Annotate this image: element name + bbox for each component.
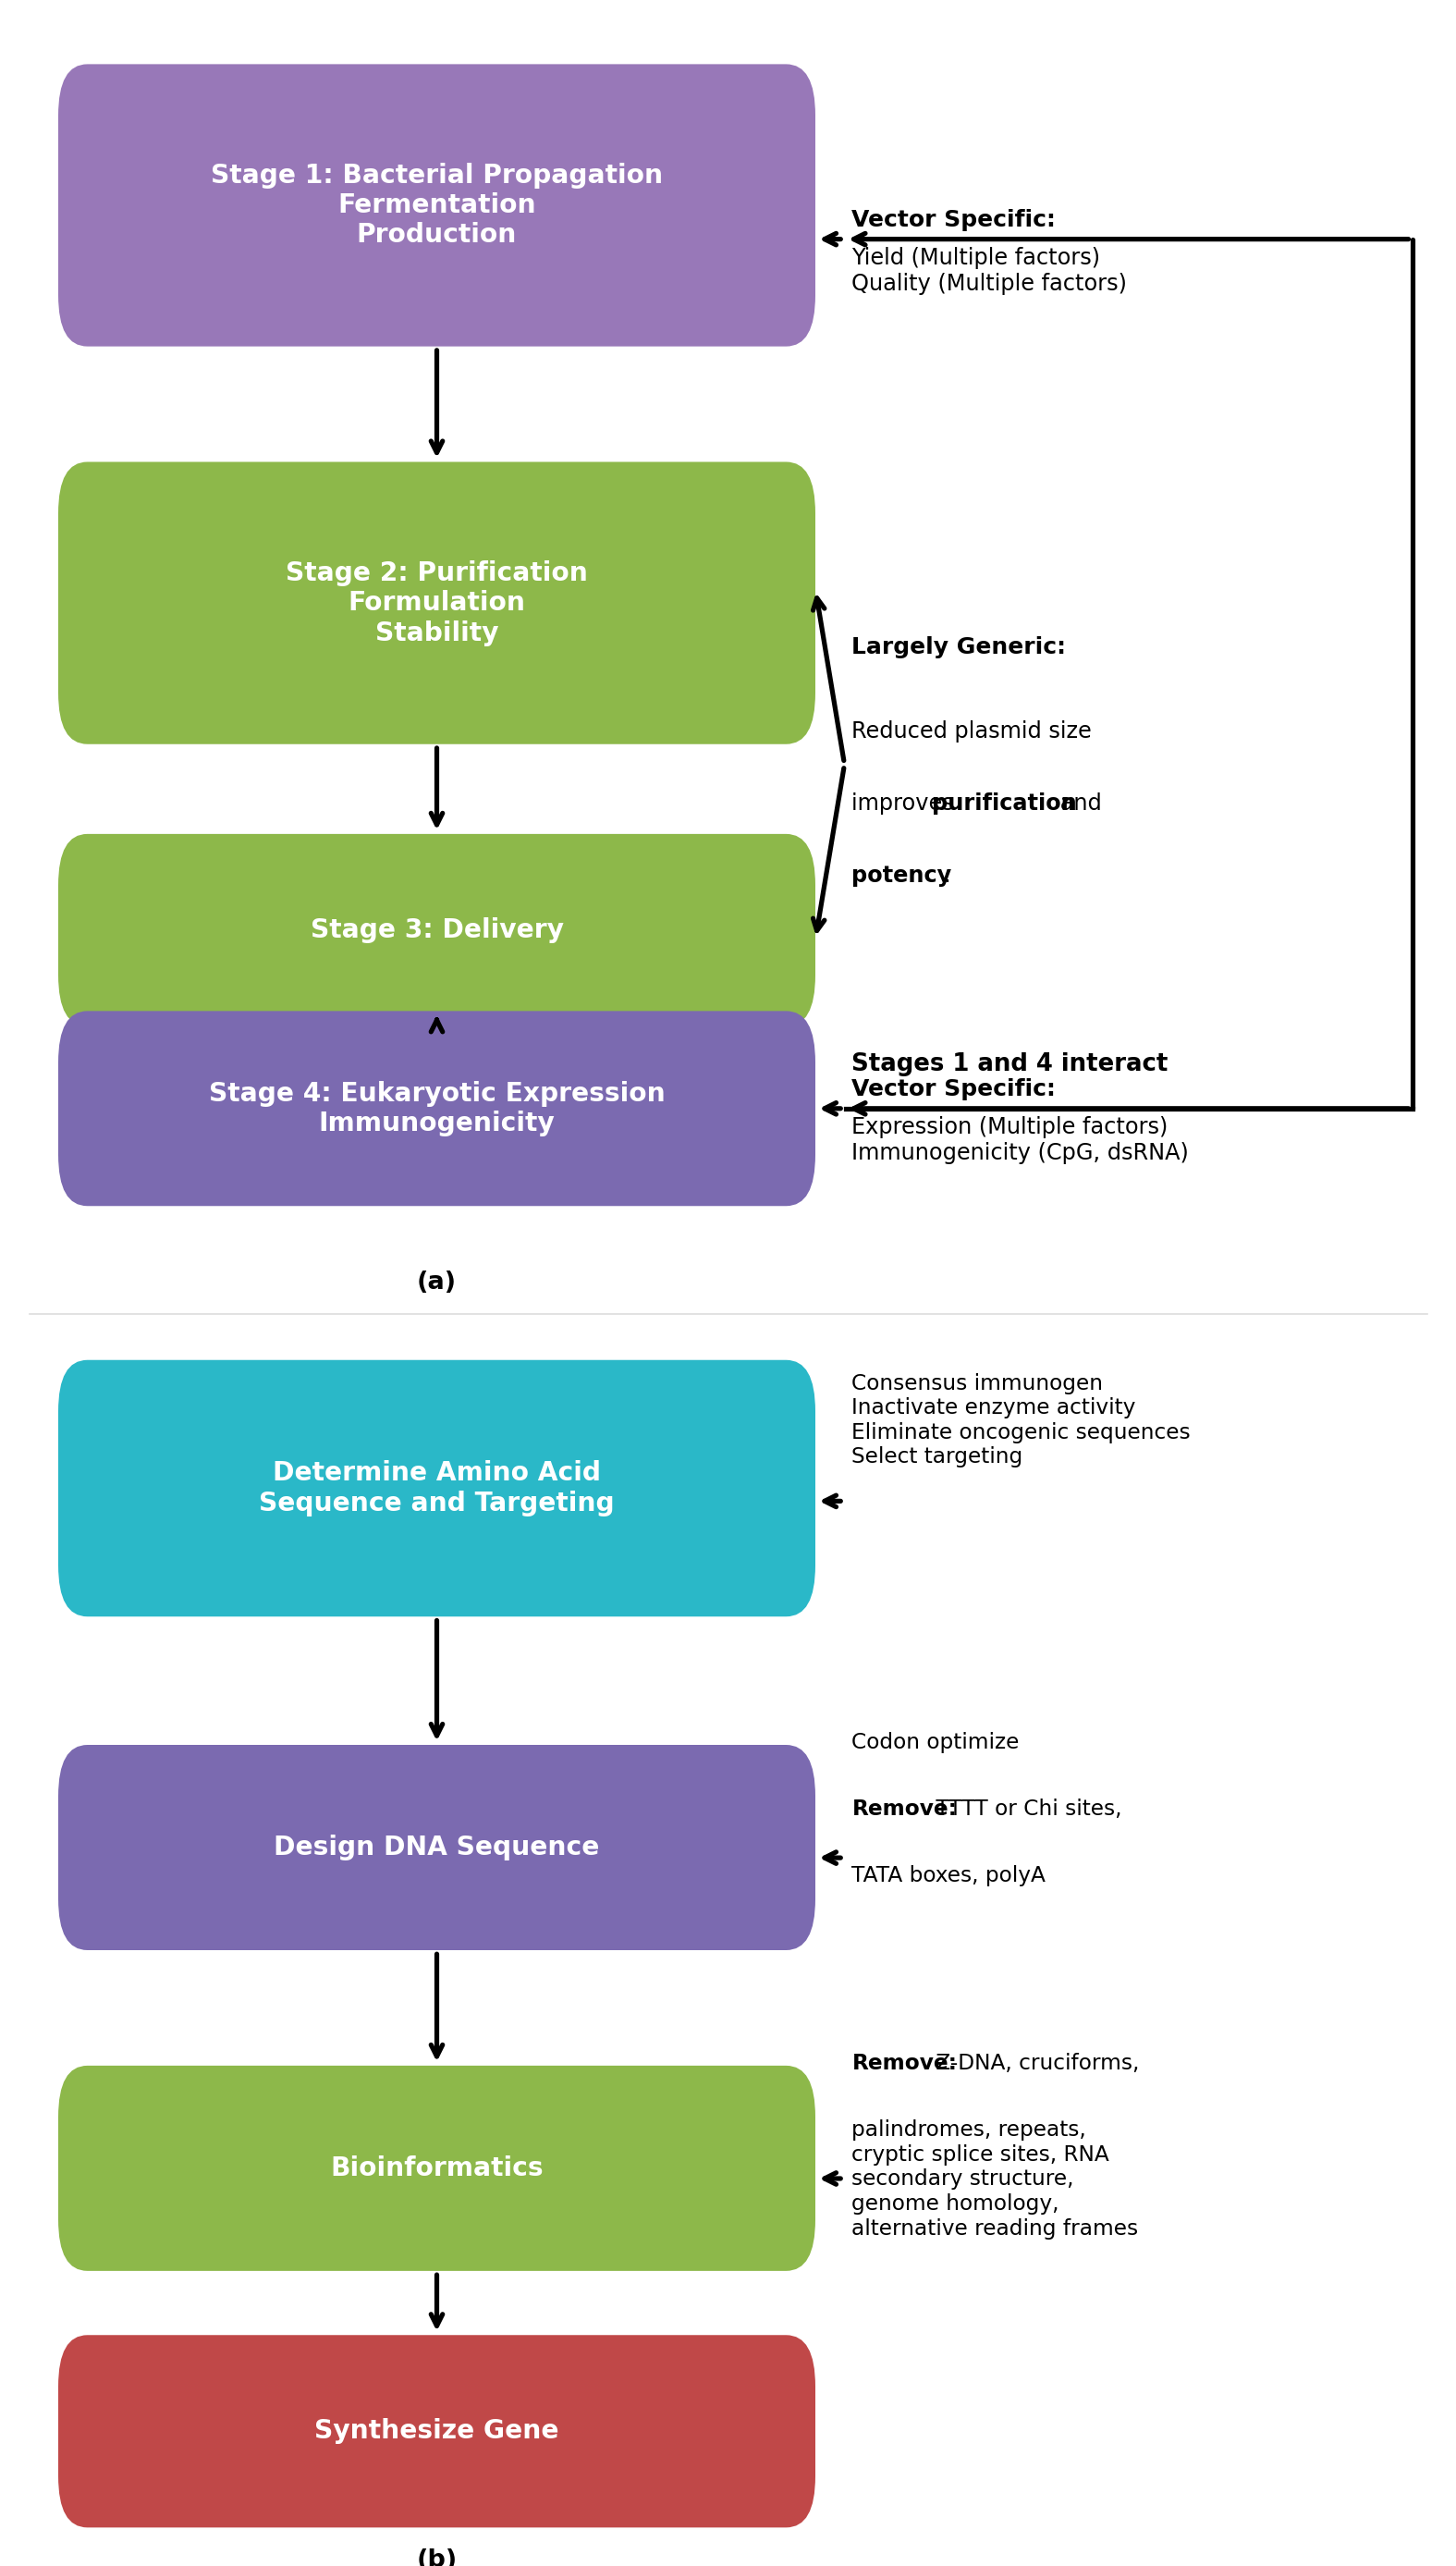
Text: TTTT or Chi sites,: TTTT or Chi sites, xyxy=(929,1799,1121,1819)
Text: .: . xyxy=(943,865,951,888)
Text: Reduced plasmid size: Reduced plasmid size xyxy=(852,721,1092,744)
Text: purification: purification xyxy=(932,793,1077,816)
Text: Design DNA Sequence: Design DNA Sequence xyxy=(274,1835,600,1860)
Text: and: and xyxy=(1053,793,1101,816)
Text: Yield (Multiple factors)
Quality (Multiple factors): Yield (Multiple factors) Quality (Multip… xyxy=(852,246,1127,295)
Text: Consensus immunogen
Inactivate enzyme activity
Eliminate oncogenic sequences
Sel: Consensus immunogen Inactivate enzyme ac… xyxy=(852,1373,1191,1468)
Text: Stage 4: Eukaryotic Expression
Immunogenicity: Stage 4: Eukaryotic Expression Immunogen… xyxy=(208,1080,665,1137)
FancyBboxPatch shape xyxy=(58,462,815,744)
Text: Stage 1: Bacterial Propagation
Fermentation
Production: Stage 1: Bacterial Propagation Fermentat… xyxy=(211,162,662,249)
FancyBboxPatch shape xyxy=(58,64,815,346)
Text: Expression (Multiple factors)
Immunogenicity (CpG, dsRNA): Expression (Multiple factors) Immunogeni… xyxy=(852,1116,1190,1165)
Text: Z-DNA, cruciforms,: Z-DNA, cruciforms, xyxy=(929,2053,1139,2073)
FancyBboxPatch shape xyxy=(58,1011,815,1206)
Text: Codon optimize: Codon optimize xyxy=(852,1732,1019,1753)
Text: palindromes, repeats,
cryptic splice sites, RNA
secondary structure,
genome homo: palindromes, repeats, cryptic splice sit… xyxy=(852,2120,1139,2240)
FancyBboxPatch shape xyxy=(58,834,815,1026)
Text: Vector Specific:: Vector Specific: xyxy=(852,210,1056,231)
Text: Remove:: Remove: xyxy=(852,2053,957,2073)
Text: Stages 1 and 4 interact: Stages 1 and 4 interact xyxy=(852,1052,1168,1075)
FancyBboxPatch shape xyxy=(58,2066,815,2271)
Text: (b): (b) xyxy=(416,2548,457,2566)
Text: Stage 2: Purification
Formulation
Stability: Stage 2: Purification Formulation Stabil… xyxy=(285,559,588,647)
Text: Remove:: Remove: xyxy=(852,1799,957,1819)
Text: improves: improves xyxy=(852,793,961,816)
Text: (a): (a) xyxy=(416,1270,457,1293)
Text: Determine Amino Acid
Sequence and Targeting: Determine Amino Acid Sequence and Target… xyxy=(259,1460,614,1517)
FancyBboxPatch shape xyxy=(58,1745,815,1950)
Text: Bioinformatics: Bioinformatics xyxy=(331,2155,543,2181)
Text: Synthesize Gene: Synthesize Gene xyxy=(314,2417,559,2445)
Text: TATA boxes, polyA: TATA boxes, polyA xyxy=(852,1865,1045,1886)
Text: Vector Specific:: Vector Specific: xyxy=(852,1078,1056,1101)
Text: Stage 3: Delivery: Stage 3: Delivery xyxy=(310,916,563,944)
Text: potency: potency xyxy=(852,865,952,888)
Text: Largely Generic:: Largely Generic: xyxy=(852,636,1066,659)
FancyBboxPatch shape xyxy=(58,2335,815,2528)
FancyBboxPatch shape xyxy=(58,1360,815,1617)
